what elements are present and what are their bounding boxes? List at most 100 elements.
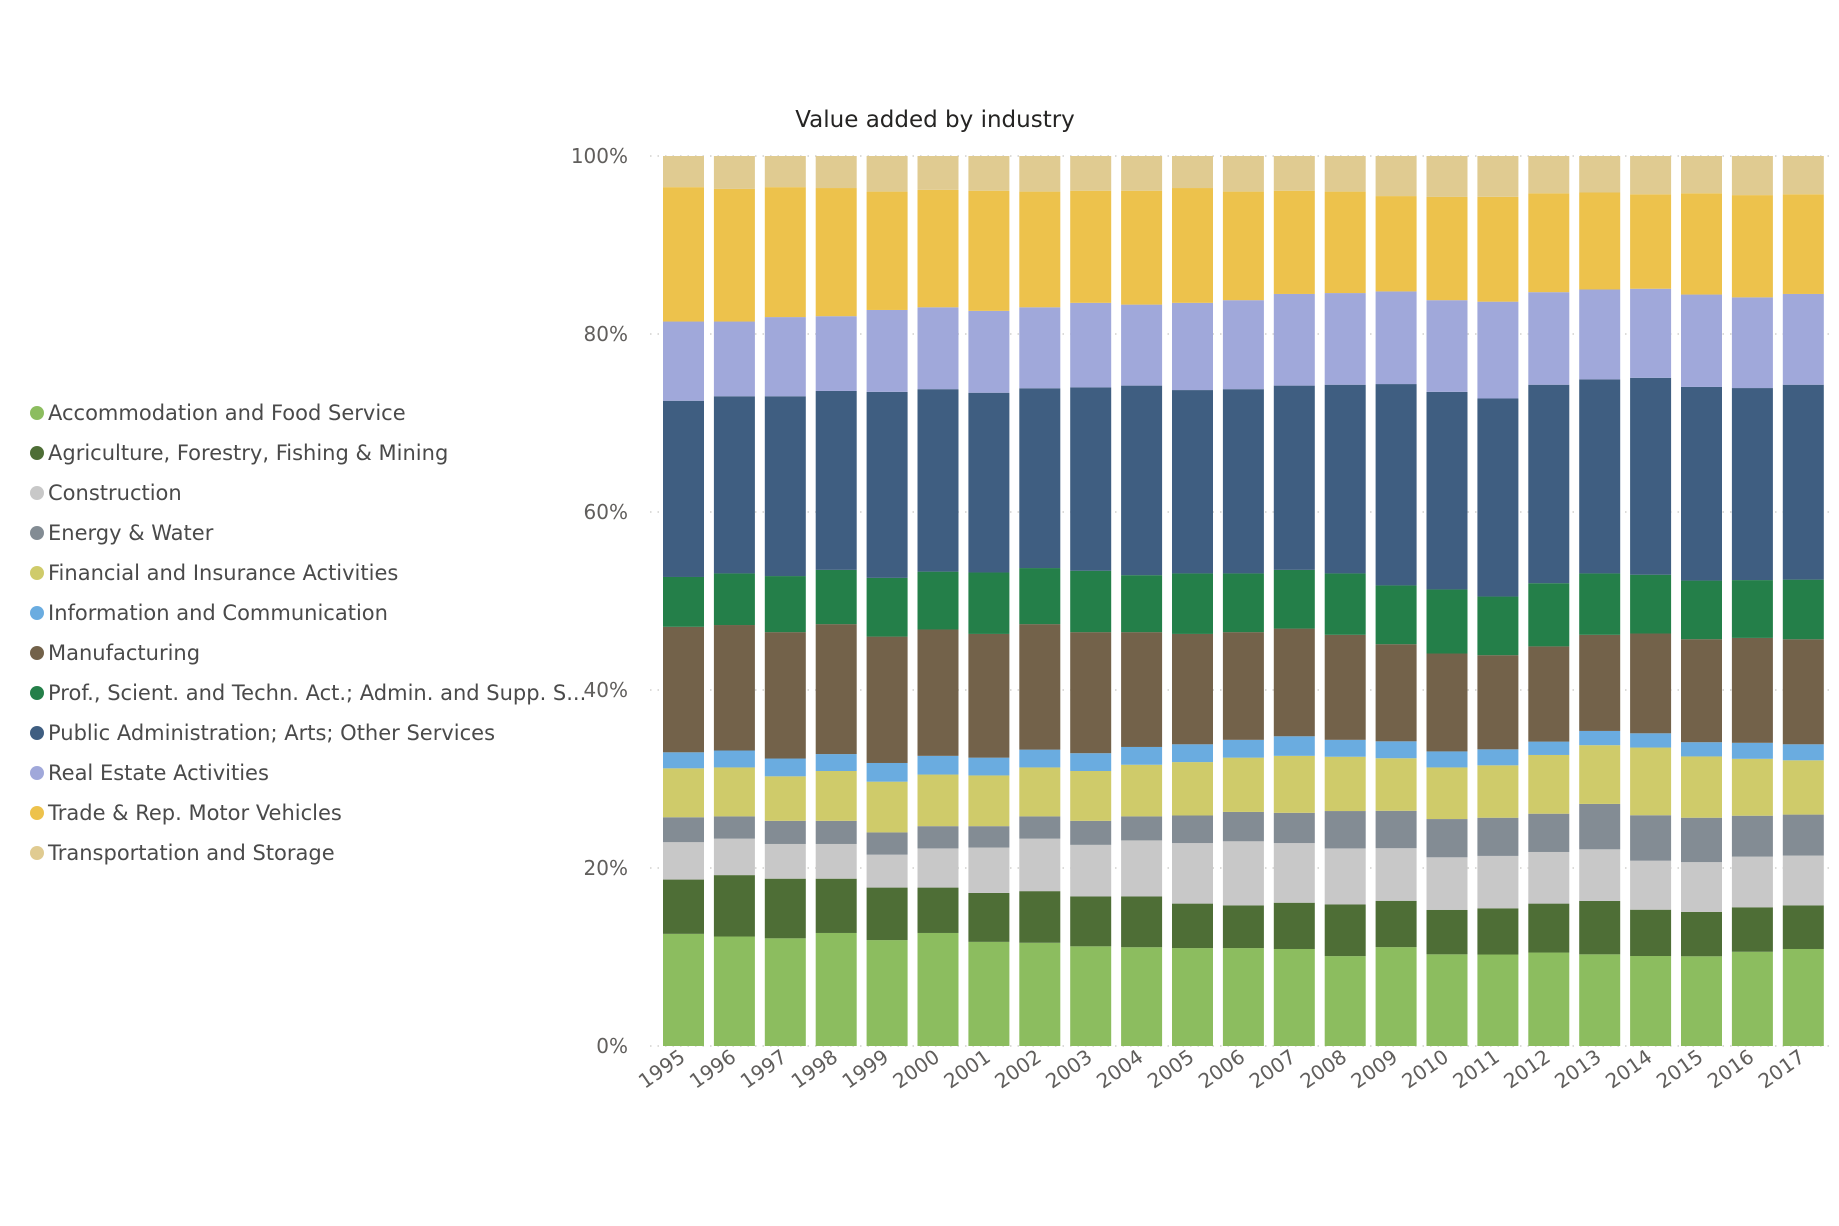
- legend-marker: [30, 806, 44, 820]
- bar-segment: [1579, 289, 1621, 380]
- bar-segment: [1579, 156, 1621, 193]
- bar-segment: [1477, 817, 1519, 856]
- bar-segment: [663, 400, 704, 577]
- bar-segment: [1222, 811, 1264, 842]
- bars: [663, 156, 1824, 1046]
- bar-segment: [1630, 156, 1672, 195]
- bar-segment: [663, 156, 704, 188]
- bar-segment: [1070, 190, 1112, 303]
- x-tick-label: 2002: [990, 1044, 1045, 1093]
- bar-segment: [1579, 745, 1621, 804]
- bar-segment: [1426, 909, 1468, 955]
- chart-title: Value added by industry: [795, 107, 1075, 133]
- bar-segment: [1273, 293, 1315, 386]
- bar-segment: [1070, 632, 1112, 754]
- bar-segment: [1782, 855, 1824, 906]
- legend-marker: [30, 566, 44, 580]
- bar-segment: [866, 636, 908, 763]
- x-tick-label: 2015: [1652, 1044, 1707, 1093]
- bar-segment: [968, 775, 1010, 827]
- bar-segment: [815, 770, 857, 821]
- bar-segment: [1019, 307, 1061, 389]
- bar-segment: [1528, 583, 1570, 647]
- bar-segment: [968, 572, 1010, 634]
- bar-segment: [1528, 156, 1570, 194]
- bar-segment: [866, 309, 908, 392]
- bar-segment: [1375, 741, 1417, 759]
- bar-segment: [1222, 757, 1264, 812]
- bar-segment: [1630, 747, 1672, 816]
- bar-segment: [1324, 384, 1366, 574]
- bar-segment: [1172, 390, 1213, 574]
- bar-segment: [1375, 900, 1417, 948]
- bar-segment: [1426, 819, 1468, 858]
- bar-segment: [1630, 288, 1672, 378]
- bar-segment: [1681, 639, 1722, 743]
- bar-segment: [1070, 156, 1112, 191]
- bar-segment: [1731, 195, 1773, 298]
- legend-marker: [30, 526, 44, 540]
- legend-marker: [30, 846, 44, 860]
- bar-segment: [764, 632, 806, 759]
- bar-segment: [1681, 742, 1722, 757]
- x-tick-label: 2013: [1550, 1044, 1605, 1093]
- bar-segment: [1019, 568, 1061, 625]
- bar-segment: [1579, 730, 1621, 746]
- bar-segment: [1731, 951, 1773, 1046]
- bar-segment: [1681, 756, 1722, 818]
- bar-segment: [1681, 294, 1722, 387]
- bar-segment: [1579, 192, 1621, 290]
- bar-segment: [1782, 639, 1824, 745]
- bar-segment: [663, 321, 704, 401]
- bar-segment: [1375, 947, 1417, 1046]
- bar-segment: [1019, 942, 1061, 1046]
- x-tick-label: 2017: [1754, 1044, 1809, 1093]
- bar-segment: [1222, 156, 1264, 192]
- bar-segment: [663, 768, 704, 818]
- bar-segment: [815, 878, 857, 933]
- legend-label: Transportation and Storage: [47, 841, 335, 865]
- bar-segment: [1121, 304, 1163, 386]
- bar-segment: [1222, 191, 1264, 301]
- legend-marker: [30, 766, 44, 780]
- bar-segment: [1172, 762, 1213, 816]
- bar-segment: [764, 758, 806, 777]
- x-tick-label: 2001: [939, 1044, 994, 1093]
- bar-segment: [1273, 902, 1315, 949]
- bar-segment: [713, 838, 755, 876]
- legend-label: Accommodation and Food Service: [48, 401, 406, 425]
- bar-segment: [1121, 632, 1163, 747]
- bar-segment: [1273, 628, 1315, 737]
- bar-segment: [1630, 633, 1672, 734]
- bar-segment: [764, 317, 806, 397]
- bar-segment: [1222, 948, 1264, 1046]
- bar-segment: [1477, 954, 1519, 1046]
- bar-segment: [1324, 904, 1366, 957]
- bar-segment: [1172, 903, 1213, 949]
- y-tick-label: 20%: [584, 856, 628, 880]
- bar-segment: [1782, 814, 1824, 856]
- bar-segment: [1528, 646, 1570, 742]
- bar-segment: [663, 933, 704, 1046]
- legend-label: Prof., Scient. and Techn. Act.; Admin. a…: [48, 681, 586, 705]
- bar-segment: [1426, 653, 1468, 752]
- bar-segment: [1731, 388, 1773, 581]
- bar-segment: [1019, 388, 1061, 569]
- bar-segment: [1375, 644, 1417, 742]
- bar-segment: [1019, 191, 1061, 308]
- bar-segment: [1630, 860, 1672, 910]
- bar-segment: [1681, 956, 1722, 1046]
- bar-segment: [1681, 862, 1722, 912]
- bar-segment: [1477, 655, 1519, 750]
- x-tick-label: 2008: [1296, 1044, 1351, 1093]
- x-tick-label: 2006: [1194, 1044, 1249, 1093]
- bar-segment: [1070, 896, 1112, 947]
- bar-segment: [1375, 585, 1417, 645]
- bar-segment: [764, 938, 806, 1046]
- x-tick-label: 2007: [1245, 1044, 1300, 1093]
- bar-segment: [764, 156, 806, 188]
- bar-segment: [917, 755, 959, 775]
- bar-segment: [1324, 811, 1366, 849]
- bar-segment: [663, 752, 704, 769]
